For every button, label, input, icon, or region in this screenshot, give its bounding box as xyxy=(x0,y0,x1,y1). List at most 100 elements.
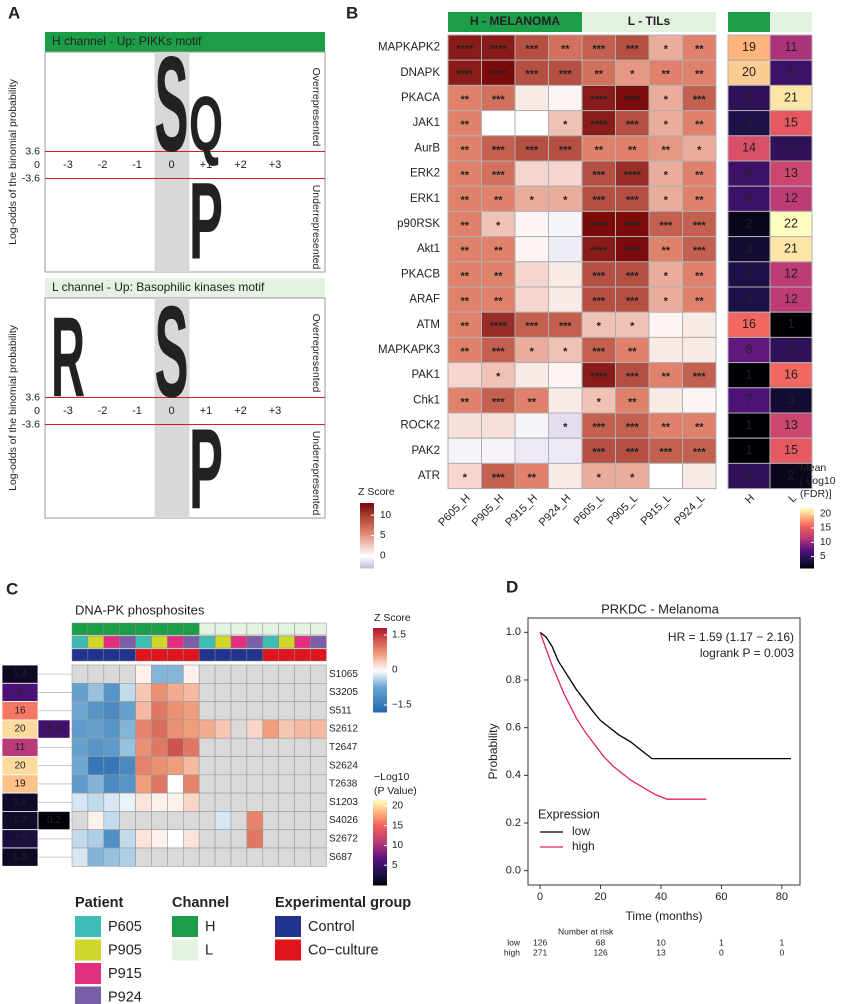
fdr-cell xyxy=(727,34,771,61)
heatmap-cell xyxy=(119,701,136,721)
significance-stars: ** xyxy=(695,270,704,282)
missing-cell xyxy=(230,774,248,794)
significance-stars: ** xyxy=(460,296,469,308)
color-bar-segment xyxy=(373,678,387,681)
missing-cell xyxy=(198,664,216,684)
group-annotation xyxy=(119,648,136,662)
kinase-label: MAPKAPK2 xyxy=(378,42,440,54)
legend-swatch xyxy=(172,939,198,961)
missing-cell xyxy=(230,847,248,867)
significance-stars: ** xyxy=(695,195,704,207)
significance-stars: *** xyxy=(592,195,606,207)
color-bar-segment xyxy=(360,540,374,543)
legend-label: P924 xyxy=(108,989,142,1004)
side-label: Overrepresented xyxy=(310,314,322,393)
color-bar-segment xyxy=(800,512,814,515)
color-bar-segment xyxy=(360,535,374,538)
missing-cell xyxy=(214,701,232,721)
significance-stars: * xyxy=(563,422,568,434)
significance-stars: * xyxy=(496,220,501,232)
heatmap-cell xyxy=(548,34,583,61)
heatmap-cell xyxy=(87,701,105,721)
missing-cell xyxy=(294,847,311,867)
significance-stars: ** xyxy=(661,144,670,156)
heatmap-cell xyxy=(648,387,683,414)
heatmap-cell xyxy=(310,719,327,739)
group-annotation xyxy=(246,648,264,662)
missing-cell xyxy=(214,829,232,849)
fdr-cell xyxy=(769,462,813,490)
legend-label: P915 xyxy=(108,966,142,982)
color-bar-segment xyxy=(373,859,387,863)
channel-annotation xyxy=(71,622,89,636)
significance-stars: *** xyxy=(659,220,673,232)
color-bar-segment xyxy=(373,821,387,824)
color-bar-segment xyxy=(373,817,387,820)
heatmap-cell xyxy=(514,362,549,389)
color-bar-segment xyxy=(360,529,374,532)
heatmap-cell xyxy=(447,84,482,112)
pvalue-label: 1.4 xyxy=(13,669,27,680)
patient-annotation xyxy=(230,635,248,649)
color-bar-segment xyxy=(373,649,387,652)
heatmap-cell xyxy=(581,210,616,238)
pvalue-label: 1.6 xyxy=(13,797,27,808)
heatmap-cell xyxy=(514,261,549,288)
risk-value: 126 xyxy=(533,937,547,947)
significance-stars: * xyxy=(530,195,535,207)
missing-cell xyxy=(167,847,184,867)
heatmap-cell xyxy=(119,682,136,702)
channel-annotation xyxy=(214,622,232,636)
significance-stars: ** xyxy=(494,296,503,308)
significance-stars: *** xyxy=(659,447,673,459)
heatmap-cell xyxy=(71,774,89,794)
heatmap-cell xyxy=(103,701,121,721)
group-header xyxy=(582,12,716,32)
fdr-value: 1 xyxy=(746,443,753,457)
heatmap-cell xyxy=(682,236,717,263)
heatmap-cell xyxy=(481,336,516,364)
y-tick-label: 0.6 xyxy=(506,722,521,734)
color-bar-segment xyxy=(373,808,387,812)
significance-stars: * xyxy=(664,44,669,56)
heatmap-cell xyxy=(481,236,516,263)
color-bar-tick-label: 10 xyxy=(380,510,392,521)
significance-stars: *** xyxy=(592,44,606,56)
missing-cell xyxy=(230,682,248,702)
pvalue-cell xyxy=(37,719,71,739)
legend-title: Patient xyxy=(75,895,124,911)
missing-cell xyxy=(198,829,216,849)
heatmap-cell xyxy=(548,261,583,288)
kinase-label: p90RSK xyxy=(397,218,440,230)
color-bar-segment xyxy=(373,634,387,637)
color-bar-segment xyxy=(360,503,374,506)
fdr-value: 5 xyxy=(746,90,753,104)
missing-cell xyxy=(310,847,327,867)
color-bar-segment xyxy=(360,533,374,536)
significance-stars: ** xyxy=(460,346,469,358)
heatmap-cell xyxy=(71,737,89,757)
side-label: Underrepresented xyxy=(310,431,322,516)
color-bar-segment xyxy=(800,538,814,540)
color-bar-segment xyxy=(800,520,814,522)
color-bar-segment xyxy=(373,686,387,690)
heatmap-cell xyxy=(615,135,650,162)
x-tick-label: 60 xyxy=(715,891,727,903)
heatmap-cell xyxy=(615,311,650,338)
missing-cell xyxy=(198,792,216,812)
significance-stars: **** xyxy=(590,94,608,106)
missing-cell xyxy=(310,811,327,831)
heatmap-cell xyxy=(581,160,616,187)
missing-cell xyxy=(214,756,232,776)
missing-cell xyxy=(310,829,327,849)
color-bar-tick-label: 15 xyxy=(392,820,404,831)
significance-stars: ** xyxy=(460,321,469,333)
x-tick-label: 0 xyxy=(537,891,543,903)
missing-cell xyxy=(278,664,295,684)
heatmap-cell xyxy=(481,362,516,389)
patient-annotation xyxy=(294,635,311,649)
color-bar-segment xyxy=(800,542,814,545)
missing-cell xyxy=(246,756,264,776)
color-bar-segment xyxy=(360,514,374,517)
color-bar-segment xyxy=(360,559,374,562)
